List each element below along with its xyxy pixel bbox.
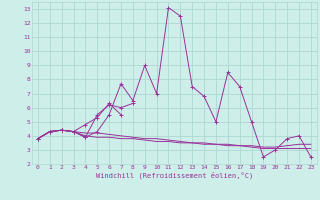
X-axis label: Windchill (Refroidissement éolien,°C): Windchill (Refroidissement éolien,°C) bbox=[96, 172, 253, 179]
